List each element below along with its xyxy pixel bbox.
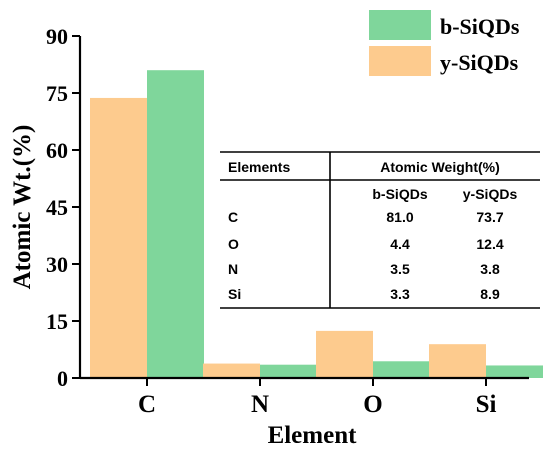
y-tick-label: 0	[57, 366, 68, 391]
table-cell-element: C	[228, 209, 238, 225]
legend: b-SiQDs y-SiQDs	[369, 10, 520, 76]
x-tick-label-c: C	[138, 391, 156, 418]
y-tick-label: 45	[46, 195, 68, 220]
legend-swatch-y-siqds	[369, 46, 431, 76]
bars-group	[90, 70, 543, 378]
y-tick-label: 60	[46, 138, 68, 163]
table-cell-y: 73.7	[476, 209, 503, 225]
table-cell-element: Si	[228, 286, 241, 302]
table-cell-element: N	[228, 261, 238, 277]
table-cell-b: 4.4	[390, 236, 410, 252]
table-cell-b: 81.0	[386, 209, 413, 225]
bar-y-siqds-si	[429, 344, 486, 378]
bar-b-siqds-c	[147, 70, 204, 378]
table-row: O 4.4 12.4	[228, 236, 504, 252]
legend-label-b-siqds: b-SiQDs	[440, 14, 520, 39]
table-cell-b: 3.3	[390, 286, 410, 302]
bar-y-siqds-c	[90, 97, 147, 378]
x-axis-title: Element	[268, 422, 358, 449]
bar-y-siqds-n	[203, 363, 260, 378]
x-tick-label-si: Si	[476, 391, 497, 418]
y-axis: 0 15 30 45 60 75 90	[46, 24, 80, 391]
table-cell-b: 3.5	[390, 261, 410, 277]
bar-b-siqds-si	[486, 365, 543, 378]
bar-b-siqds-n	[260, 364, 317, 378]
table-group-header: Atomic Weight(%)	[380, 159, 500, 175]
table-row: Si 3.3 8.9	[228, 286, 500, 302]
table-col-header: Elements	[228, 159, 290, 175]
legend-label-y-siqds: y-SiQDs	[440, 50, 519, 75]
table-cell-y: 8.9	[480, 286, 500, 302]
legend-swatch-b-siqds	[369, 10, 431, 40]
y-axis-title: Atomic Wt.(%)	[9, 125, 36, 290]
y-tick-label: 15	[46, 309, 68, 334]
x-axis: C N O Si	[138, 378, 497, 418]
x-tick-label-n: N	[251, 391, 269, 418]
y-tick-label: 75	[46, 81, 68, 106]
table-cell-y: 3.8	[480, 261, 500, 277]
table-sub-header-y: y-SiQDs	[463, 186, 518, 202]
table-row: N 3.5 3.8	[228, 261, 500, 277]
x-tick-label-o: O	[363, 391, 382, 418]
y-tick-label: 90	[46, 24, 68, 49]
table-cell-y: 12.4	[476, 236, 503, 252]
table-row: C 81.0 73.7	[228, 209, 504, 225]
y-tick-label: 30	[46, 252, 68, 277]
bar-y-siqds-o	[316, 330, 373, 378]
bar-b-siqds-o	[373, 361, 430, 378]
table-sub-header-b: b-SiQDs	[372, 186, 427, 202]
table-cell-element: O	[228, 236, 239, 252]
atomic-weight-table: Elements Atomic Weight(%) b-SiQDs y-SiQD…	[220, 151, 540, 309]
